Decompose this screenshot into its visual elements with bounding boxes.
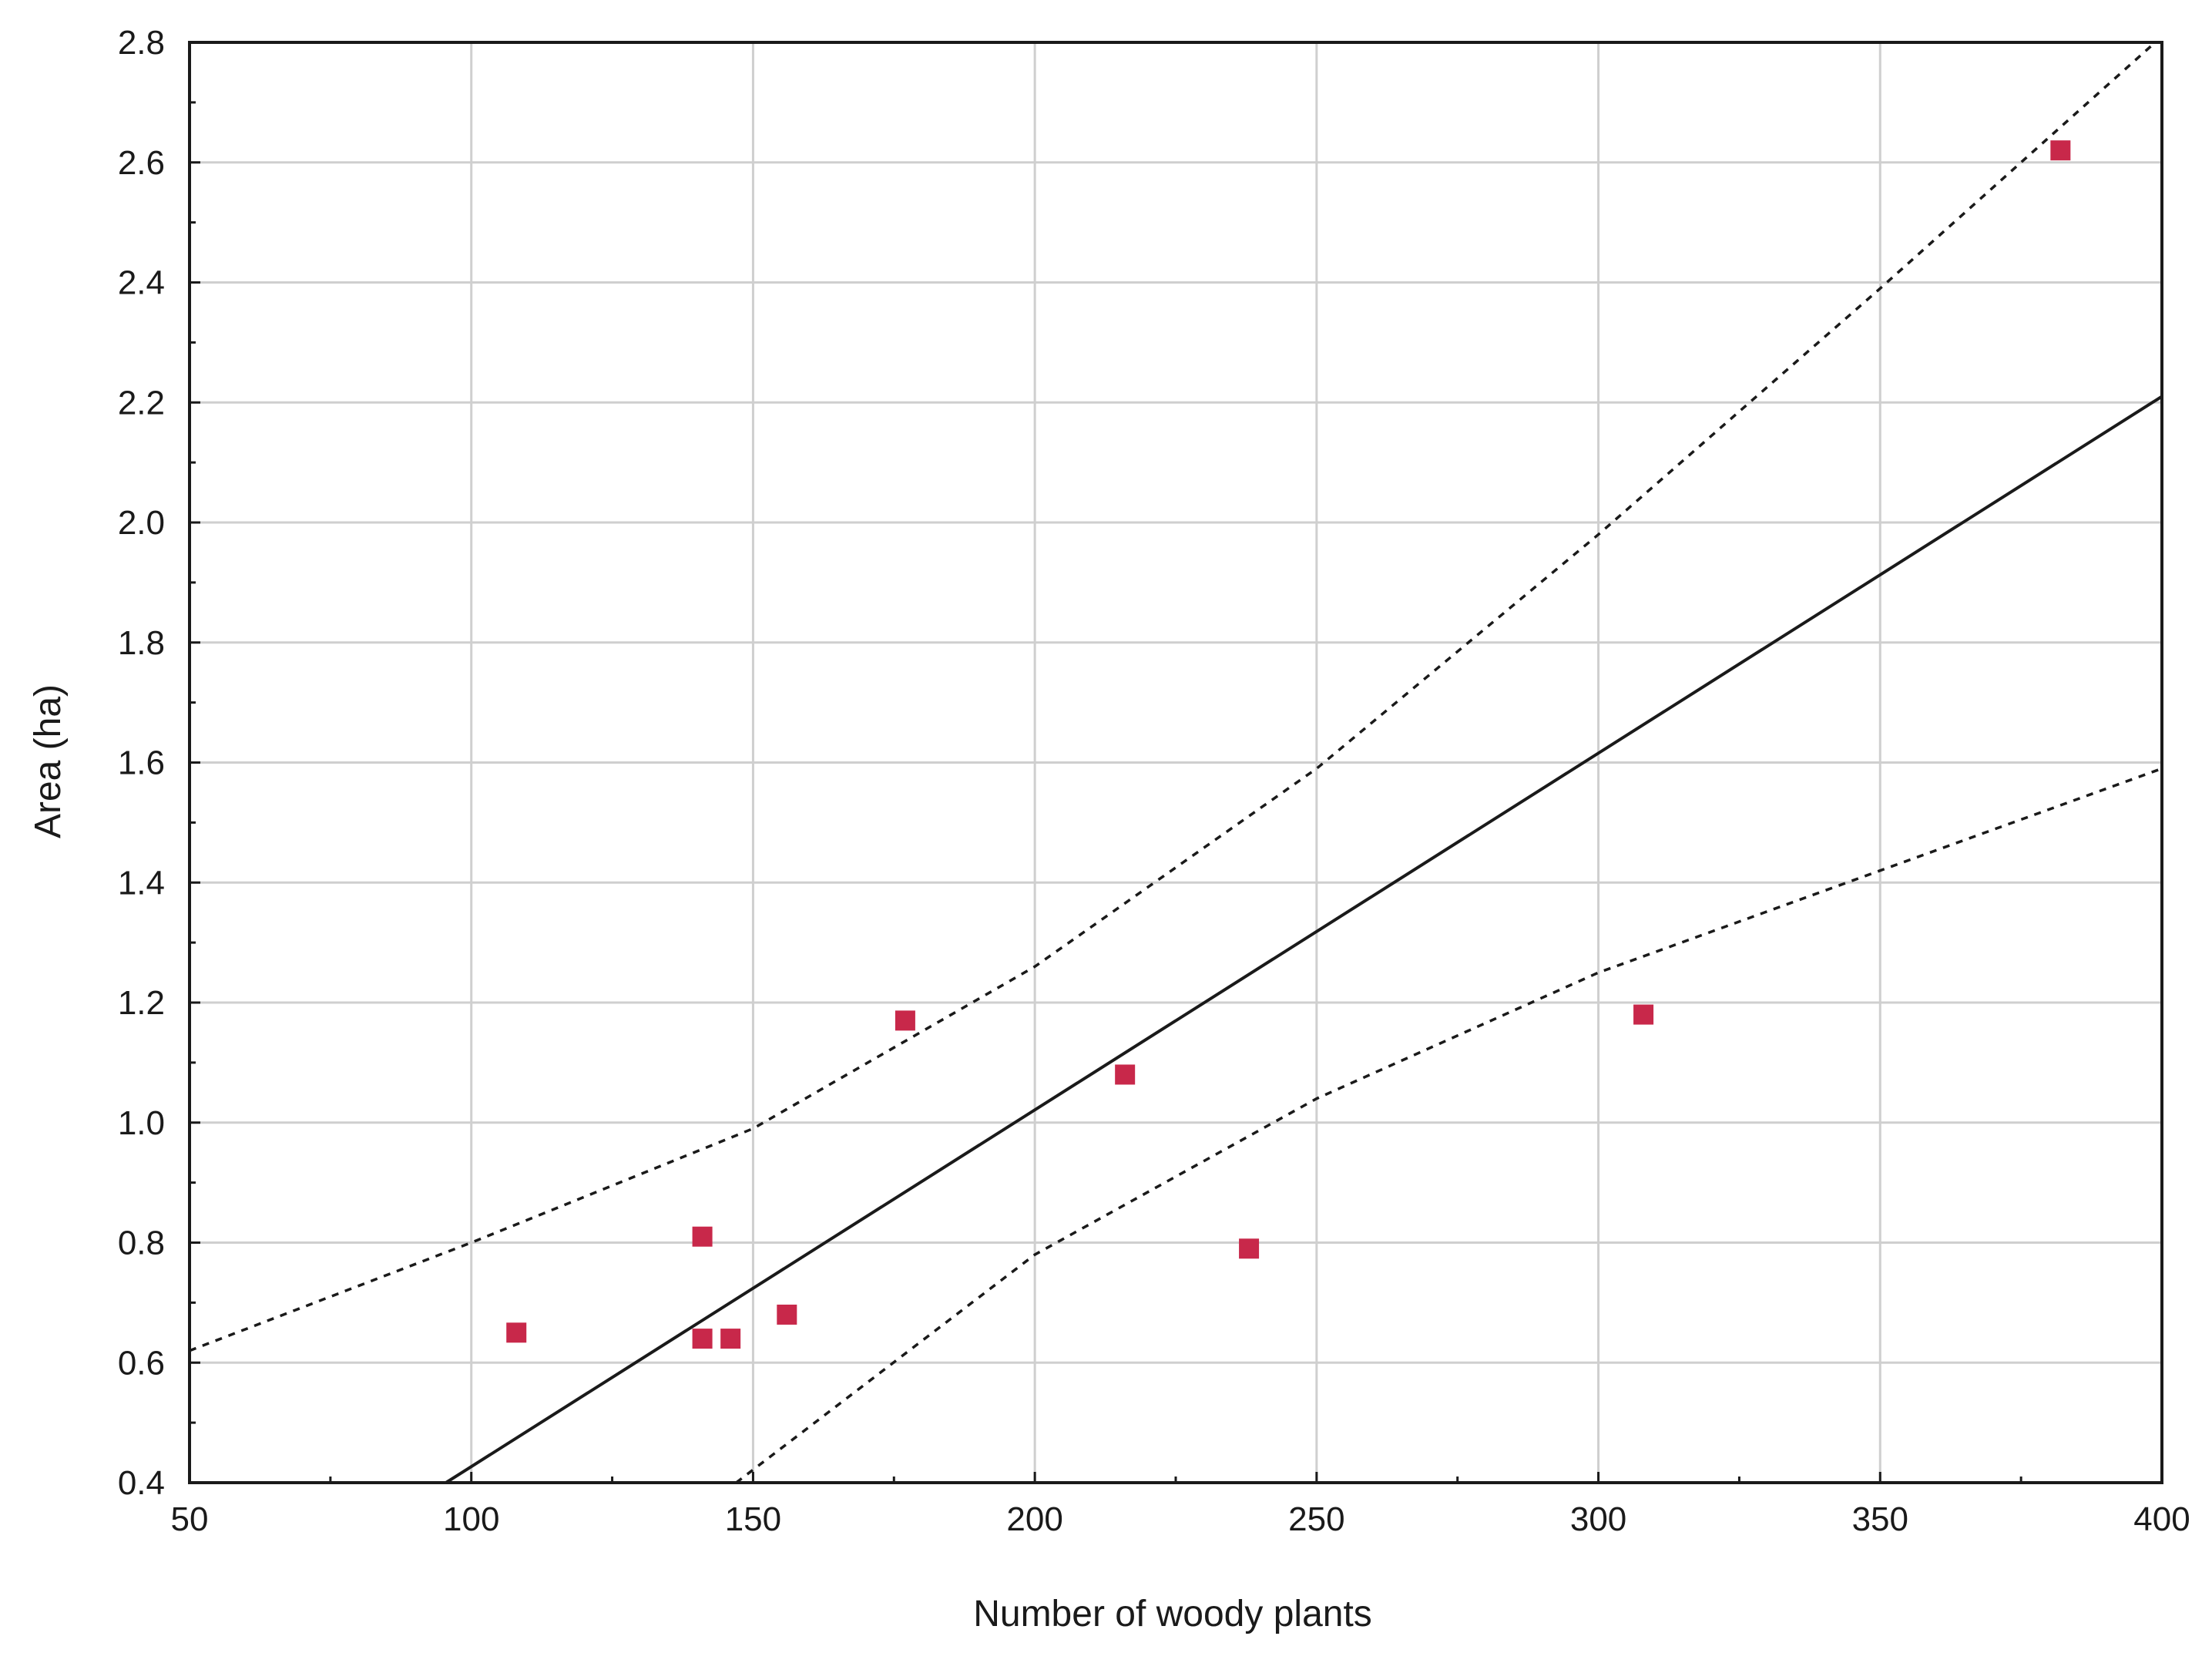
y-tick-label: 1.2 — [118, 984, 165, 1022]
y-tick-label: 0.6 — [118, 1344, 165, 1382]
confidence-band — [190, 42, 2162, 1483]
data-point — [506, 1322, 527, 1343]
data-point — [1115, 1064, 1136, 1085]
data-point — [1633, 1004, 1654, 1025]
fit-line — [445, 395, 2162, 1483]
data-point — [692, 1226, 713, 1247]
data-point — [692, 1329, 713, 1349]
y-axis-title: Area (ha) — [28, 684, 69, 838]
y-tick-label: 2.4 — [118, 264, 165, 302]
y-tick-label: 1.4 — [118, 864, 165, 902]
data-point — [777, 1304, 797, 1325]
confidence-upper-line — [190, 42, 2157, 1352]
x-tick-label: 100 — [443, 1500, 499, 1538]
y-tick-label: 0.8 — [118, 1225, 165, 1262]
x-tick-label: 150 — [725, 1500, 781, 1538]
regression-line — [445, 395, 2162, 1483]
data-point — [1239, 1238, 1260, 1259]
data-points — [506, 140, 2071, 1349]
y-tick-label: 1.8 — [118, 624, 165, 662]
x-tick-label: 200 — [1006, 1500, 1062, 1538]
y-tick-label: 2.6 — [118, 144, 165, 182]
x-tick-label: 350 — [1852, 1500, 1908, 1538]
confidence-lower-line — [735, 767, 2162, 1483]
x-tick-label: 50 — [171, 1500, 209, 1538]
y-tick-label: 1.6 — [118, 744, 165, 782]
y-tick-label: 1.0 — [118, 1104, 165, 1142]
y-tick-label: 2.8 — [118, 24, 165, 62]
data-point — [895, 1010, 915, 1031]
data-point — [2050, 140, 2071, 161]
data-point — [720, 1329, 741, 1349]
grid — [190, 42, 2162, 1483]
y-tick-label: 2.2 — [118, 384, 165, 422]
x-axis-ticks: 50 100 150 200 250 300 350 400 — [171, 1472, 2190, 1538]
y-axis-ticks: 0.4 0.6 0.8 1.0 1.2 1.4 1.6 1.8 2.0 2.2 2.4 2.6 2.8 — [118, 24, 200, 1502]
x-tick-label: 300 — [1570, 1500, 1626, 1538]
x-tick-label: 400 — [2133, 1500, 2190, 1538]
y-tick-label: 0.4 — [118, 1464, 165, 1502]
x-tick-label: 250 — [1288, 1500, 1344, 1538]
y-tick-label: 2.0 — [118, 504, 165, 542]
x-axis-title: Number of woody plants — [973, 1594, 1372, 1634]
